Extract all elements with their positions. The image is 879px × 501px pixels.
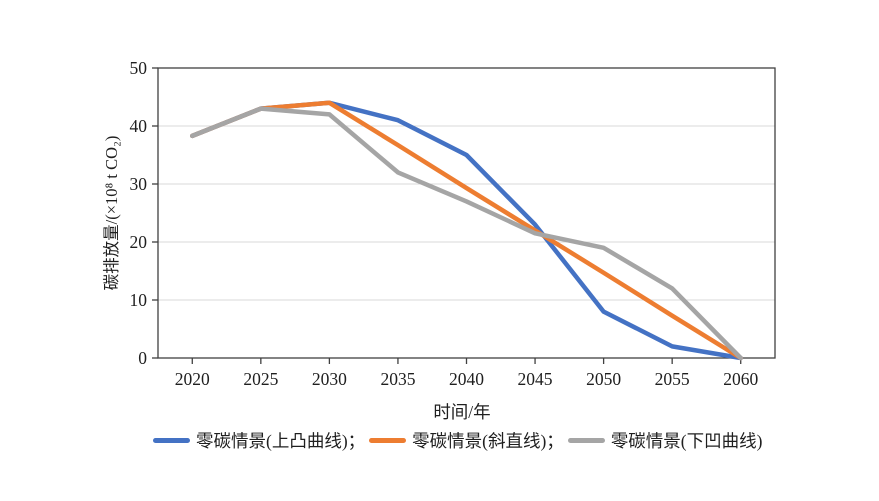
x-axis-title: 时间/年 xyxy=(433,402,491,422)
y-tick-label: 20 xyxy=(130,232,148,252)
y-tick-label: 30 xyxy=(130,174,148,194)
x-tick-label: 2030 xyxy=(312,369,347,389)
y-tick-label: 0 xyxy=(138,348,147,368)
legend-label: 零碳情景(上凸曲线)； xyxy=(196,431,366,451)
legend-label: 零碳情景(下凹曲线) xyxy=(610,431,763,451)
legend-line-swatch-icon xyxy=(369,438,407,443)
series-line-0 xyxy=(190,100,743,361)
x-tick-label: 2025 xyxy=(243,369,278,389)
y-tick-label: 50 xyxy=(130,58,148,78)
legend-item-1: 零碳情景(斜直线)； xyxy=(369,428,564,453)
y-axis-title: 碳排放量/(×10⁸ t CO₂) xyxy=(102,135,121,291)
series-line-1 xyxy=(190,100,743,361)
y-tick-label: 10 xyxy=(130,290,148,310)
x-tick-label: 2060 xyxy=(723,369,758,389)
x-tick-label: 2020 xyxy=(175,369,210,389)
legend: 零碳情景(上凸曲线)； 零碳情景(斜直线)； 零碳情景(下凹曲线) xyxy=(153,428,762,453)
legend-line-swatch-icon xyxy=(567,438,605,443)
legend-item-2: 零碳情景(下凹曲线) xyxy=(567,428,763,453)
x-tick-label: 2050 xyxy=(586,369,621,389)
x-tick-label: 2035 xyxy=(380,369,415,389)
x-tick-label: 2040 xyxy=(449,369,484,389)
x-tick-label: 2045 xyxy=(518,369,553,389)
y-tick-label: 40 xyxy=(130,116,148,136)
legend-line-swatch-icon xyxy=(153,438,190,443)
legend-label: 零碳情景(斜直线)； xyxy=(412,431,564,451)
series-line-2 xyxy=(190,106,743,361)
legend-item-0: 零碳情景(上凸曲线)； xyxy=(153,428,365,453)
x-tick-label: 2055 xyxy=(655,369,690,389)
